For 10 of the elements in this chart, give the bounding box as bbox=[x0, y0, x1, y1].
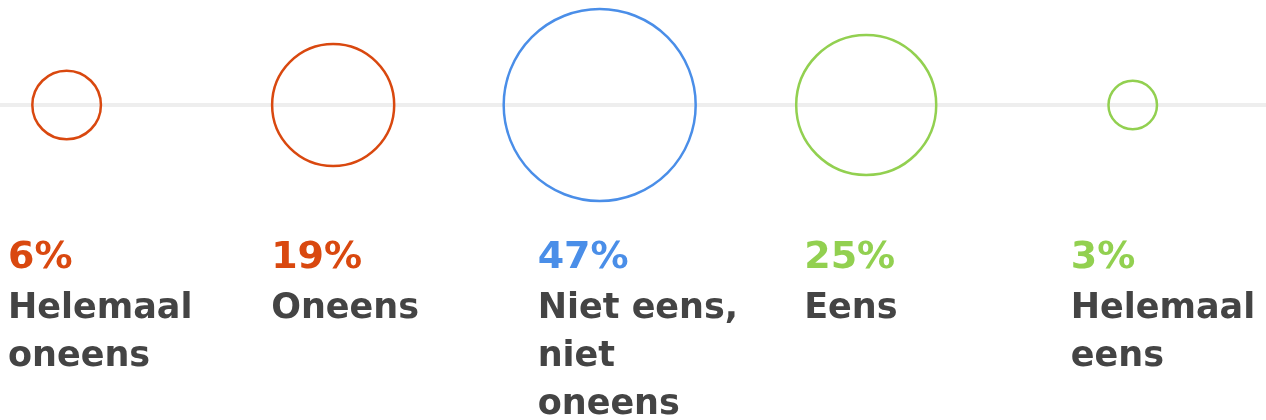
data-label: 6% bbox=[8, 233, 73, 277]
data-label: 19% bbox=[271, 233, 363, 277]
data-label: 3% bbox=[1070, 233, 1136, 277]
category-label: Eens bbox=[804, 286, 898, 326]
category-label: Niet eens, niet oneens bbox=[537, 286, 739, 420]
category-label: Helemaal eens bbox=[1070, 286, 1256, 374]
category-label: Helemaal oneens bbox=[8, 286, 193, 374]
data-label: 47% bbox=[537, 233, 629, 277]
data-label: 25% bbox=[804, 233, 896, 277]
category-label: Oneens bbox=[271, 286, 420, 326]
